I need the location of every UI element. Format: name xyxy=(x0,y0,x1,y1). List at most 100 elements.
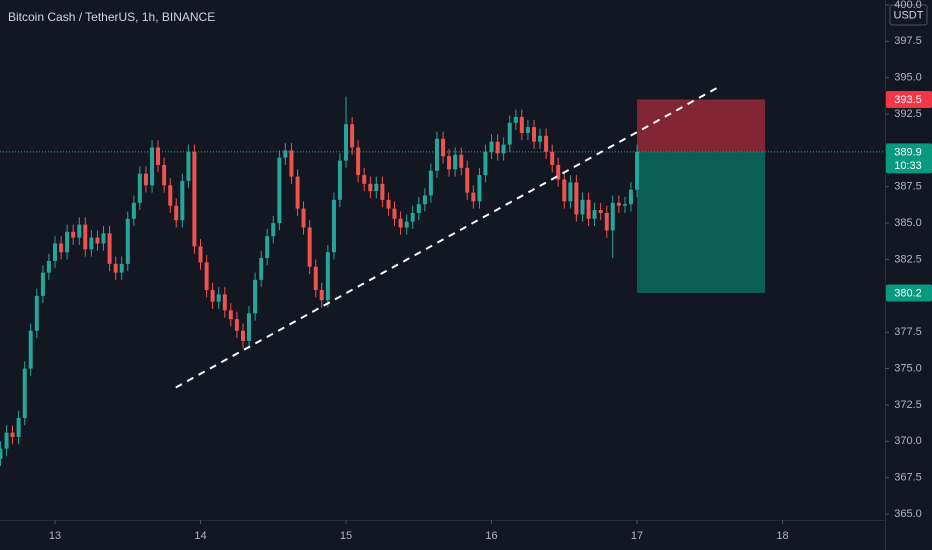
candle-body xyxy=(119,263,124,273)
candle-body xyxy=(537,135,542,142)
candle-body xyxy=(222,294,227,311)
y-tick-label: 387.5 xyxy=(894,181,922,193)
currency-box xyxy=(889,4,928,26)
candle-body xyxy=(4,432,9,449)
candle-body xyxy=(71,231,76,238)
candle-body xyxy=(198,246,203,263)
candle-body xyxy=(131,202,136,219)
candle-body xyxy=(150,147,155,186)
candle-body xyxy=(507,122,512,145)
chart-title: Bitcoin Cash / TetherUS, 1h, BINANCE xyxy=(8,10,215,24)
countdown: 10:33 xyxy=(894,160,922,172)
candle-body xyxy=(628,189,633,205)
candle-body xyxy=(156,147,161,165)
candle-body xyxy=(319,290,324,301)
candle-body xyxy=(386,199,391,209)
candle-body xyxy=(362,175,367,184)
y-tick-label: 385.0 xyxy=(894,217,922,229)
candle-body xyxy=(216,294,221,302)
target-price-label-box xyxy=(886,284,932,302)
candle-body xyxy=(234,319,239,331)
candle-body xyxy=(253,279,258,314)
candle-body xyxy=(331,199,336,253)
candle-body xyxy=(192,151,197,247)
x-tick-label: 14 xyxy=(194,530,206,542)
candle-body xyxy=(162,164,167,186)
y-tick-label: 400.0 xyxy=(894,0,922,11)
candle-body xyxy=(77,224,82,238)
x-tick-label: 18 xyxy=(776,530,788,542)
candle-body xyxy=(107,233,112,264)
x-tick-label: 15 xyxy=(340,530,352,542)
candle-body xyxy=(513,116,518,123)
candle-body xyxy=(283,150,288,158)
candle-body xyxy=(246,313,251,341)
candle-body xyxy=(40,272,45,296)
candle-body xyxy=(356,147,361,176)
candle-body xyxy=(398,218,403,228)
candle-body xyxy=(580,199,585,215)
y-tick-label: 382.5 xyxy=(894,253,922,265)
candle-body xyxy=(101,233,106,244)
candle-body xyxy=(525,127,530,133)
candle-body xyxy=(59,243,64,253)
candle-body xyxy=(519,116,524,133)
y-tick-label: 392.5 xyxy=(894,108,922,120)
candle-body xyxy=(186,151,191,181)
y-tick-label: 397.5 xyxy=(894,35,922,47)
candle-body xyxy=(83,224,88,250)
candle-body xyxy=(34,295,39,331)
candle-body xyxy=(434,138,439,171)
candle-body xyxy=(210,290,215,302)
candle-body xyxy=(501,144,506,154)
candle-body xyxy=(568,182,573,202)
stop-zone xyxy=(637,99,766,152)
candle-body xyxy=(562,179,567,202)
candle-body xyxy=(495,141,500,154)
candle-body xyxy=(289,150,294,177)
candle-body xyxy=(586,199,591,219)
candle-body xyxy=(241,330,246,341)
candle-body xyxy=(441,138,446,157)
candle-body xyxy=(380,183,385,200)
candle-body xyxy=(477,175,482,202)
candle-body xyxy=(428,170,433,196)
candle-body xyxy=(53,243,58,261)
y-tick-label: 367.5 xyxy=(894,472,922,484)
x-tick-label: 16 xyxy=(485,530,497,542)
candle-body xyxy=(422,195,427,205)
stop-price-label-box xyxy=(886,90,932,108)
candle-body xyxy=(0,448,3,459)
candle-body xyxy=(416,204,421,213)
last-price-label-box xyxy=(886,143,932,174)
y-tick-label: 377.5 xyxy=(894,326,922,338)
candle-body xyxy=(598,210,603,213)
candle-body xyxy=(471,192,476,202)
candle-body xyxy=(616,202,621,206)
candle-body xyxy=(28,330,33,369)
y-tick-label: 375.0 xyxy=(894,362,922,374)
x-tick-label: 17 xyxy=(631,530,643,542)
candle-body xyxy=(125,218,130,264)
candle-body xyxy=(368,183,373,192)
candle-body xyxy=(295,176,300,209)
candle-body xyxy=(89,237,94,250)
candle-body xyxy=(556,164,561,180)
candle-body xyxy=(489,141,494,152)
candle-body xyxy=(532,127,537,142)
candle-body xyxy=(277,157,282,224)
y-tick-label: 370.0 xyxy=(894,435,922,447)
candle-body xyxy=(259,258,264,280)
candle-body xyxy=(465,167,470,193)
candle-body xyxy=(10,432,15,437)
candle-body xyxy=(228,310,233,320)
candle-body xyxy=(95,237,100,244)
candle-body xyxy=(143,173,148,186)
candle-body xyxy=(16,418,21,437)
candle-body xyxy=(635,151,640,190)
candle-body xyxy=(574,182,579,215)
candle-body xyxy=(301,208,306,228)
candle-body xyxy=(65,231,70,253)
candle-body xyxy=(337,160,342,200)
